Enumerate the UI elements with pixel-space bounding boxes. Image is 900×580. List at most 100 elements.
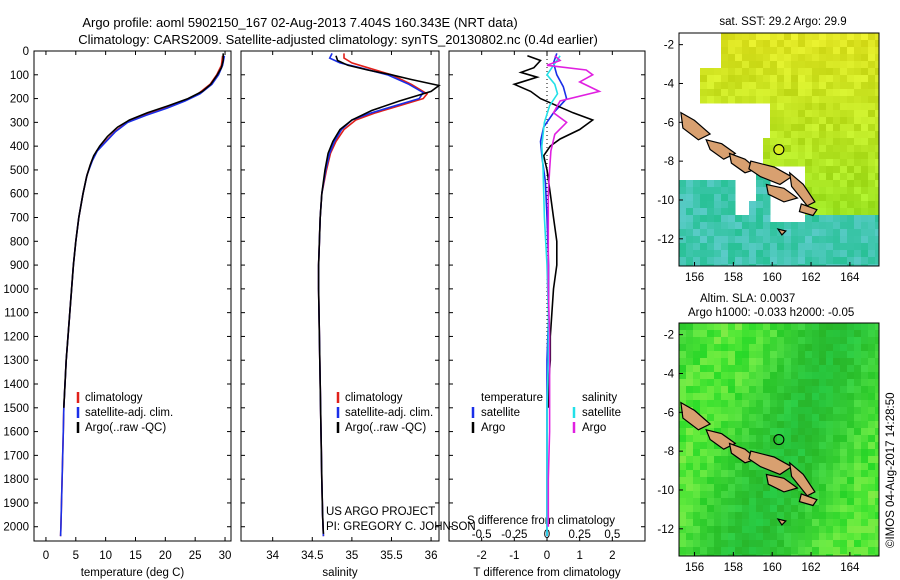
sla-map-cell	[735, 533, 743, 541]
sst-map-cell	[798, 222, 806, 230]
sst-map-cell	[875, 264, 879, 266]
sst-map-cell	[784, 75, 792, 83]
sst-map-cell	[840, 166, 848, 174]
sla-map-cell	[679, 554, 687, 556]
sst-map-cell	[868, 187, 876, 195]
sla-map-cell	[770, 554, 778, 556]
sst-map-cell	[763, 54, 771, 62]
sst-map-cell	[812, 152, 820, 160]
sst-map-cell	[791, 131, 799, 139]
sst-map-cell	[763, 152, 771, 160]
sla-map-cell	[763, 470, 771, 478]
sla-map-cell	[742, 484, 750, 492]
sst-map-cell	[875, 194, 879, 202]
sla-map-cell	[826, 414, 834, 422]
sst-map-cell	[735, 54, 743, 62]
sst-map-cell	[854, 173, 862, 181]
sla-map-cell	[728, 330, 736, 338]
sst-map-cell	[812, 222, 820, 230]
sst-map-cell	[777, 89, 785, 97]
sst-map-cell	[833, 194, 841, 202]
sla-map-cell	[742, 435, 750, 443]
sst-map-field	[679, 33, 879, 266]
sla-map-cell	[840, 540, 848, 548]
sla-map-cell	[777, 365, 785, 373]
sla-map-cell	[861, 421, 869, 429]
sla-map-cell	[819, 365, 827, 373]
sla-map-cell	[805, 323, 813, 331]
sla-map-cell	[707, 351, 715, 359]
sst-map-cell	[735, 229, 743, 237]
sla-map-cell	[791, 330, 799, 338]
sst-map-cell	[791, 47, 799, 55]
sst-map-cell	[805, 229, 813, 237]
sla-map-cell	[868, 519, 876, 527]
sla-map-cell	[679, 323, 687, 331]
sla-map-cell	[707, 330, 715, 338]
sla-map-cell	[763, 526, 771, 534]
sla-map-cell	[714, 330, 722, 338]
sla-map-cell	[847, 526, 855, 534]
sst-map-cell	[805, 152, 813, 160]
sst-map-cell	[812, 47, 820, 55]
sla-map-cell	[756, 435, 764, 443]
sst-map-cell	[798, 229, 806, 237]
sla-map-cell	[819, 491, 827, 499]
sla-map-cell	[784, 428, 792, 436]
sla-map-cell	[735, 463, 743, 471]
sla-map-cell	[875, 442, 879, 450]
sst-map-cell	[840, 187, 848, 195]
sst-map-cell	[875, 103, 879, 111]
sla-map-cell	[735, 407, 743, 415]
sla-map-cell	[791, 400, 799, 408]
sla-map-cell	[784, 505, 792, 513]
sla-map-cell	[868, 386, 876, 394]
sst-map-cell	[777, 257, 785, 265]
sla-map-cell	[861, 498, 869, 506]
sst-map-cell	[721, 264, 729, 266]
sst-map-cell	[700, 264, 708, 266]
sst-map-cell	[875, 215, 879, 223]
sst-map-cell	[798, 103, 806, 111]
sst-map-cell	[749, 264, 757, 266]
sla-map-cell	[847, 456, 855, 464]
sst-map-cell	[686, 201, 694, 209]
sst-map-cell	[770, 96, 778, 104]
sst-map-cell	[826, 243, 834, 251]
sla-map-cell	[854, 533, 862, 541]
sla-map-cell	[798, 533, 806, 541]
sst-map-cell	[833, 124, 841, 132]
sla-map-cell	[693, 477, 701, 485]
difference-xlabel: T difference from climatology	[473, 567, 620, 579]
sla-map-cell	[875, 337, 879, 345]
depth-tick-label: 300	[10, 117, 29, 129]
sst-map-cell	[693, 194, 701, 202]
sst-map-cell	[742, 222, 750, 230]
sst-map-cell	[728, 47, 736, 55]
sst-map-cell	[840, 222, 848, 230]
sla-map-cell	[770, 484, 778, 492]
sst-map-cell	[777, 117, 785, 125]
sla-map-cell	[784, 533, 792, 541]
sla-map-cell	[777, 435, 785, 443]
sst-map-cell	[721, 222, 729, 230]
sla-map-cell	[686, 400, 694, 408]
sst-map-cell	[805, 124, 813, 132]
sla-map-cell	[707, 421, 715, 429]
sla-map-cell	[840, 358, 848, 366]
sla-map-cell	[693, 428, 701, 436]
sla-map-cell	[714, 526, 722, 534]
sla-map-cell	[805, 435, 813, 443]
sst-map-cell	[826, 96, 834, 104]
sla-map-cell	[728, 400, 736, 408]
sst-map-cell	[749, 40, 757, 48]
sst-map-cell	[784, 145, 792, 153]
sst-map-cell	[777, 61, 785, 69]
sst-map-cell	[791, 75, 799, 83]
sst-map-cell	[728, 33, 736, 41]
sst-map-cell	[686, 243, 694, 251]
sst-map-cell	[784, 61, 792, 69]
sla-map-cell	[707, 393, 715, 401]
sst-map-cell	[805, 215, 813, 223]
sst-map-cell	[700, 208, 708, 216]
